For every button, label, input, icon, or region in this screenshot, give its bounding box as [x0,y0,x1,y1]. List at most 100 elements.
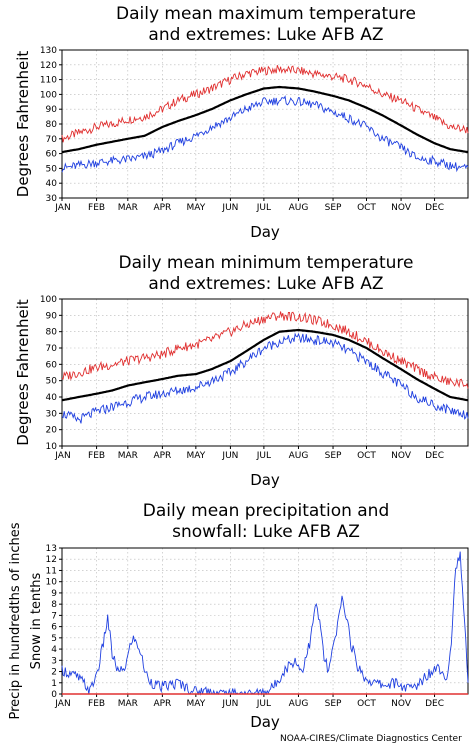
series-line-max [61,65,469,143]
chart-title-line: Daily mean precipitation and [143,501,390,521]
grid [61,49,468,199]
y-tick-label: 80 [46,328,58,338]
y-tick-label: 13 [46,544,57,554]
x-tick-label: OCT [357,699,376,709]
y-tick-label: 8 [51,600,57,610]
x-tick-label: SEP [325,203,342,213]
y-tick-label: 30 [46,194,58,204]
x-tick-label: JUL [256,451,271,461]
x-tick-label: NOV [391,451,412,461]
y-tick-label: 5 [51,634,57,644]
x-tick-label: JAN [54,203,70,213]
x-tick-label: APR [153,451,171,461]
x-axis-label: Day [250,471,280,489]
x-tick-label: JUN [221,699,238,709]
y-tick-label: 30 [46,409,58,419]
y-tick-label: 9 [51,589,57,599]
x-tick-label: FEB [88,451,105,461]
x-tick-label: OCT [357,451,376,461]
y-tick-label: 4 [51,645,57,655]
y-tick-label: 70 [46,135,58,145]
x-tick-label: SEP [325,699,342,709]
y-tick-label: 2 [51,668,57,678]
y-tick-label: 6 [51,623,57,633]
y-axis-label-line: Precip in hundredths of inches [8,522,23,719]
chart-title-line: Daily mean maximum temperature [116,4,416,24]
y-axis-label: Degrees Fahrenheit [14,299,32,446]
plot-frame [61,547,469,695]
y-tick-label: 7 [51,611,57,621]
y-tick-label: 3 [51,656,57,666]
x-tick-label: FEB [88,203,105,213]
y-tick-label: 90 [46,311,58,321]
x-tick-label: DEC [425,203,444,213]
y-tick-label: 100 [40,295,57,305]
y-tick-label: 10 [46,578,58,588]
x-tick-label: JUL [256,203,271,213]
y-tick-label: 50 [46,164,58,174]
x-tick-label: FEB [88,699,105,709]
y-tick-label: 40 [46,179,58,189]
y-tick-label: 11 [46,566,57,576]
y-tick-label: 100 [40,90,57,100]
plot-frame [61,298,469,447]
x-tick-label: DEC [425,451,444,461]
chart-title-line: and extremes: Luke AFB AZ [148,274,383,294]
x-tick-label: MAY [186,699,205,709]
y-tick-label: 50 [46,377,58,387]
series-line-mean [61,85,469,154]
y-tick-label: 10 [46,442,58,452]
grid [61,547,468,695]
series-line-mean [61,328,469,402]
x-tick-label: SEP [325,451,342,461]
credit-text: NOAA-CIRES/Climate Diagnostics Center [280,734,462,744]
y-tick-label: 130 [40,46,57,56]
x-tick-label: MAY [186,451,205,461]
series-line-precip [61,551,469,696]
chart-title-line: Daily mean minimum temperature [119,253,414,273]
x-tick-label: JUN [221,451,238,461]
x-tick-label: NOV [391,203,412,213]
y-axis-label-line: Snow in tenths [29,572,44,669]
x-tick-label: NOV [391,699,412,709]
y-tick-label: 0 [51,690,57,700]
x-tick-label: JUL [256,699,271,709]
y-tick-label: 1 [51,679,57,689]
y-tick-label: 120 [40,61,57,71]
series-line-max [61,311,469,389]
x-tick-label: JUN [221,203,238,213]
y-tick-label: 60 [46,360,58,370]
series-line-min [61,95,469,173]
series-line-min [61,332,469,424]
x-axis-label: Day [250,223,280,241]
y-tick-label: 20 [46,426,58,436]
y-tick-label: 110 [40,76,57,86]
y-tick-label: 40 [46,393,58,403]
x-tick-label: MAR [118,451,138,461]
x-tick-label: MAR [118,699,138,709]
x-tick-label: AUG [289,203,309,213]
x-tick-label: MAY [186,203,205,213]
chart-title-line: and extremes: Luke AFB AZ [148,25,383,45]
x-tick-label: AUG [289,699,309,709]
x-tick-label: MAR [118,203,138,213]
x-tick-label: JAN [54,699,70,709]
y-tick-label: 90 [46,105,58,115]
x-tick-label: AUG [289,451,309,461]
y-tick-label: 12 [46,555,57,565]
x-tick-label: JAN [54,451,70,461]
x-tick-label: DEC [425,699,444,709]
chart-title-line: snowfall: Luke AFB AZ [172,522,360,542]
y-tick-label: 80 [46,120,58,130]
y-tick-label: 60 [46,150,58,160]
x-tick-label: APR [153,203,171,213]
x-tick-label: OCT [357,203,376,213]
x-tick-label: APR [153,699,171,709]
x-axis-label: Day [250,713,280,731]
y-tick-label: 70 [46,344,58,354]
y-axis-label: Degrees Fahrenheit [14,51,32,198]
